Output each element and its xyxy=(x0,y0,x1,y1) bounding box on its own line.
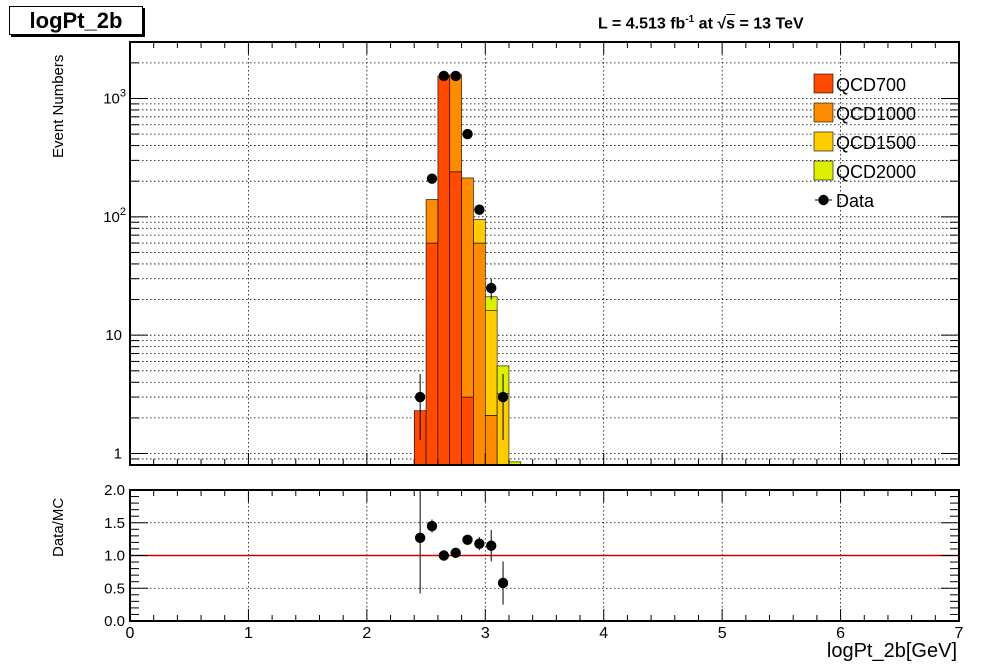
data-point xyxy=(474,204,485,215)
bar-qcd700 xyxy=(425,242,439,466)
plot-title: logPt_2b xyxy=(9,6,143,35)
x-axis-label: logPt_2b[GeV] xyxy=(827,640,957,662)
data-point xyxy=(438,70,450,82)
sqrt-s: s xyxy=(726,15,736,33)
data-point xyxy=(462,128,473,140)
data-point xyxy=(414,391,426,403)
bar-qcd1000 xyxy=(484,415,498,466)
top-axis: 1 10 102 103 xyxy=(103,41,960,466)
legend-swatch-qcd2000 xyxy=(813,160,834,181)
sqrt-symbol: √ xyxy=(717,15,727,33)
legend-swatch-qcd700 xyxy=(813,73,834,94)
ratio-points xyxy=(414,490,509,605)
legend-label-qcd1000: QCD1000 xyxy=(836,104,916,124)
legend-swatch-qcd1000 xyxy=(813,102,834,123)
ratio-point xyxy=(497,577,509,589)
ratio-axis: 0.0 0.5 1.0 1.5 2.0 0 1 2 3 4 5 6 7 xyxy=(104,482,963,642)
y-tick-label: 102 xyxy=(103,206,126,226)
ratio-y-tick-label: 0.5 xyxy=(104,580,125,597)
x-tick-label: 4 xyxy=(599,625,608,642)
x-tick-label: 2 xyxy=(362,625,371,642)
y-tick-label: 10 xyxy=(105,327,122,344)
top-y-axis-label: Event Numbers xyxy=(50,55,67,158)
ratio-y-tick-label: 1.5 xyxy=(104,515,125,532)
top-grid xyxy=(129,41,960,466)
legend-data-marker xyxy=(818,194,829,206)
ratio-point xyxy=(486,540,497,551)
ratio-y-axis-label: Data/MC xyxy=(50,498,67,557)
data-point xyxy=(486,282,497,294)
legend-swatch-qcd1500 xyxy=(813,131,834,152)
bar-qcd1000 xyxy=(449,74,462,173)
lumi-exponent: -1 xyxy=(685,14,695,25)
ratio-point xyxy=(450,547,461,559)
ratio-point xyxy=(414,532,426,544)
data-point xyxy=(450,70,461,82)
lumi-energy: = 13 TeV xyxy=(735,15,804,33)
x-tick-label: 7 xyxy=(955,625,964,642)
luminosity-label: L = 4.513 fb-1 at √s = 13 TeV xyxy=(598,14,804,33)
bar-qcd700 xyxy=(449,171,462,466)
bar-qcd1000 xyxy=(473,242,486,466)
ratio-point xyxy=(474,538,485,549)
x-tick-label: 6 xyxy=(836,625,845,642)
ratio-point xyxy=(438,550,450,561)
bar-qcd1000 xyxy=(425,199,439,244)
legend-label-qcd700: QCD700 xyxy=(836,75,906,95)
ratio-y-tick-label: 1.0 xyxy=(104,548,125,565)
ratio-point xyxy=(462,534,473,545)
ratio-y-tick-label: 2.0 xyxy=(104,482,125,499)
x-tick-label: 1 xyxy=(244,625,253,642)
data-point xyxy=(426,173,438,184)
legend: QCD700 QCD1000 QCD1500 QCD2000 Data xyxy=(813,73,916,211)
y-tick-label: 103 xyxy=(103,87,126,107)
bar-qcd700 xyxy=(461,396,474,466)
top-frame xyxy=(129,41,960,466)
legend-label-data: Data xyxy=(836,191,875,211)
bar-qcd1000 xyxy=(461,177,474,398)
lumi-at: at xyxy=(694,15,718,33)
x-tick-label: 0 xyxy=(126,625,135,642)
ratio-y-tick-label: 0.0 xyxy=(104,613,125,630)
legend-label-qcd1500: QCD1500 xyxy=(836,133,916,153)
ratio-point xyxy=(426,520,438,532)
bar-qcd700 xyxy=(437,75,451,466)
bar-qcd1500 xyxy=(473,219,486,244)
x-tick-label: 3 xyxy=(481,625,490,642)
legend-label-qcd2000: QCD2000 xyxy=(836,162,916,182)
y-tick-label: 1 xyxy=(114,446,122,463)
lumi-text: L = 4.513 fb xyxy=(598,15,686,33)
data-points xyxy=(414,70,509,441)
bar-qcd1500 xyxy=(484,310,498,416)
data-point xyxy=(497,391,509,403)
x-tick-label: 5 xyxy=(718,625,727,642)
